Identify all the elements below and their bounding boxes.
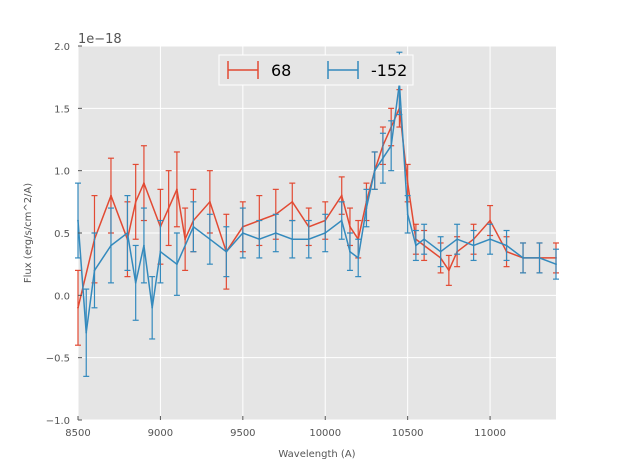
data-point [439,250,442,253]
data-point [349,250,351,253]
data-point [447,269,450,272]
x-tick-label: 8500 [65,428,90,439]
data-point [373,169,376,172]
data-point [489,238,491,241]
data-point [110,194,112,197]
data-point [77,219,79,222]
y-tick-label: 0.0 [54,291,70,302]
axes-layer: 8500 9000 9500 10000 10500 11000 −1.0 −0.5 0.0 0.… [46,42,506,439]
data-point [406,213,409,216]
y-axis-label: Flux (erg/s/cm^2/A) [23,183,34,283]
data-point [159,250,162,253]
data-point [505,244,508,247]
data-point [349,225,351,228]
data-point [175,188,178,191]
data-point [324,232,327,234]
data-point [93,269,96,272]
y-tick-label: −1.0 [46,416,70,427]
data-point [414,244,417,247]
data-point [489,219,491,222]
y-tick-label: 1.5 [54,104,70,115]
legend-label-68: 68 [271,61,291,80]
data-point [134,281,137,284]
y-tick-label: 0.5 [54,229,70,240]
data-point [423,238,426,241]
data-point [307,238,310,241]
data-point [208,200,211,203]
data-point [340,219,343,222]
data-point [241,232,244,234]
legend-label-neg152: -152 [371,61,407,80]
data-point [357,257,360,259]
data-point [85,331,88,334]
data-point [555,263,557,266]
data-point [110,244,112,247]
x-tick-label: 10000 [309,428,341,439]
data-point [291,200,294,203]
series-line [77,83,557,333]
data-point [274,232,277,234]
x-tick-label: 9500 [230,428,255,439]
data-point [291,238,294,241]
data-point [143,182,145,185]
x-tick-label: 10500 [392,428,424,439]
data-point [175,263,178,266]
legend-entry-68: 68 [227,61,291,80]
y-tick-label: 2.0 [54,42,70,53]
data-point [340,194,343,197]
data-point [456,238,459,241]
data-point [225,250,228,253]
data-point [167,207,170,209]
data-point [151,306,154,309]
data-point [365,207,368,209]
data-point [143,244,145,247]
data-point [382,157,384,160]
data-point [472,244,475,247]
x-tick-label: 9000 [148,428,173,439]
x-axis-label: Wavelength (A) [278,449,355,460]
data-point [258,238,261,241]
data-point [538,257,541,259]
data-point [192,225,195,228]
x-tick-label: 11000 [474,428,506,439]
data-point [77,306,79,309]
y-tick-label: 1.0 [54,167,70,178]
data-point [134,200,137,203]
y-tick-label: −0.5 [46,354,70,365]
data-point [522,257,524,259]
data-point [406,182,409,185]
data-point [208,238,211,241]
data-point [126,232,129,234]
y-multiplier-label: 1e−18 [78,32,122,47]
data-point [390,144,393,147]
legend: 68 -152 [218,54,414,86]
data-point [184,238,187,241]
legend-entry-neg152: -152 [327,61,407,80]
